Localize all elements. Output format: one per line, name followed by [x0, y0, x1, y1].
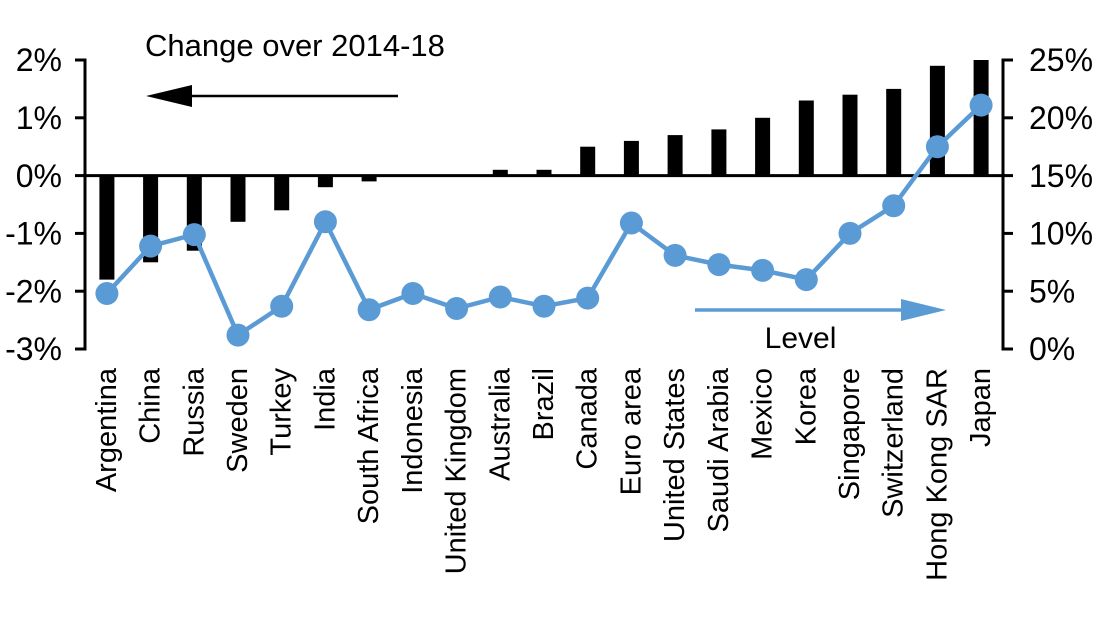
category-label-singapore: Singapore [834, 368, 866, 500]
category-label-china: China [135, 367, 167, 444]
category-label-hong-kong-sar: Hong Kong SAR [921, 368, 953, 581]
level-arrow-head-right-icon [901, 299, 946, 321]
bar-argentina [99, 175, 115, 280]
bar-switzerland [886, 88, 902, 176]
bar-turkey [274, 175, 290, 211]
left-axis-tick-label: 0% [16, 158, 62, 194]
axes: 2% 1% 0% -1% -2% -3% 25% 20% 15% 10% 5% 0% [5, 42, 1093, 367]
category-axis-labels: Argentina China Russia Sweden Turkey India Sou… [91, 367, 997, 581]
annotation-arrows [146, 85, 946, 321]
marker-japan [969, 93, 993, 117]
bar-korea [798, 100, 814, 176]
category-label-indonesia: Indonesia [397, 367, 429, 494]
marker-argentina [95, 282, 119, 305]
marker-brazil [532, 294, 556, 318]
marker-indonesia [401, 282, 425, 305]
left-axis-tick-label: 2% [16, 42, 62, 78]
right-axis-tick-label: 5% [1029, 273, 1075, 309]
left-axis-tick-label: -2% [5, 273, 62, 309]
category-label-turkey: Turkey [266, 368, 298, 456]
right-axis-tick-label: 15% [1029, 158, 1093, 194]
marker-hong-kong-sar [925, 135, 949, 159]
left-axis-tick-label: 1% [16, 100, 62, 136]
category-label-united-states: United States [659, 368, 691, 542]
category-label-australia: Australia [484, 367, 516, 481]
right-axis-tick-label: 10% [1029, 216, 1093, 252]
marker-saudi-arabia [707, 253, 731, 277]
line-series [95, 93, 993, 347]
right-axis-tick-label: 20% [1029, 100, 1093, 136]
marker-singapore [838, 221, 862, 245]
category-label-russia: Russia [178, 367, 210, 457]
category-label-argentina: Argentina [91, 367, 123, 492]
marker-united-kingdom [445, 297, 469, 320]
marker-sweden [226, 323, 250, 347]
bar-sweden [230, 175, 246, 222]
bar-australia [492, 169, 508, 176]
category-label-switzerland: Switzerland [878, 368, 910, 518]
category-label-japan: Japan [965, 368, 997, 447]
marker-switzerland [882, 194, 906, 218]
marker-united-states [663, 243, 687, 267]
marker-china [139, 234, 163, 258]
marker-mexico [751, 258, 775, 282]
category-label-sweden: Sweden [222, 368, 254, 473]
bar-canada [580, 146, 596, 176]
category-label-korea: Korea [790, 367, 822, 445]
category-label-united-kingdom: United Kingdom [441, 368, 473, 574]
bar-hong-kong-sar [929, 65, 945, 176]
bar-south-africa [361, 175, 377, 182]
right-axis-tick-label: 0% [1029, 331, 1075, 367]
marker-south-africa [357, 298, 381, 322]
bar-japan [973, 60, 989, 176]
left-axis-tick-label: -3% [5, 331, 62, 367]
bar-singapore [842, 94, 858, 176]
category-label-euro-area: Euro area [615, 367, 647, 495]
marker-turkey [270, 294, 294, 318]
change-arrow-head-left-icon [146, 85, 192, 107]
bar-saudi-arabia [711, 129, 727, 176]
category-label-canada: Canada [572, 367, 604, 469]
bar-euro-area [623, 140, 639, 176]
level-annotation-label: Level [764, 322, 837, 355]
left-axis-tick-label: -1% [5, 216, 62, 252]
bar-mexico [755, 117, 771, 176]
category-label-south-africa: South Africa [353, 367, 385, 524]
bar-brazil [536, 169, 552, 176]
marker-canada [576, 286, 600, 310]
bar-series [99, 60, 989, 280]
bar-india [317, 175, 333, 188]
marker-australia [488, 285, 512, 309]
category-label-mexico: Mexico [747, 368, 779, 460]
marker-korea [794, 268, 818, 292]
marker-russia [182, 223, 206, 247]
bar-united-states [667, 135, 683, 176]
change-annotation-label: Change over 2014-18 [145, 28, 445, 63]
marker-india [313, 210, 337, 234]
category-label-saudi-arabia: Saudi Arabia [703, 367, 735, 532]
category-label-brazil: Brazil [528, 368, 560, 441]
right-axis-tick-label: 25% [1029, 42, 1093, 78]
category-label-india: India [309, 367, 341, 431]
marker-euro-area [619, 211, 643, 235]
